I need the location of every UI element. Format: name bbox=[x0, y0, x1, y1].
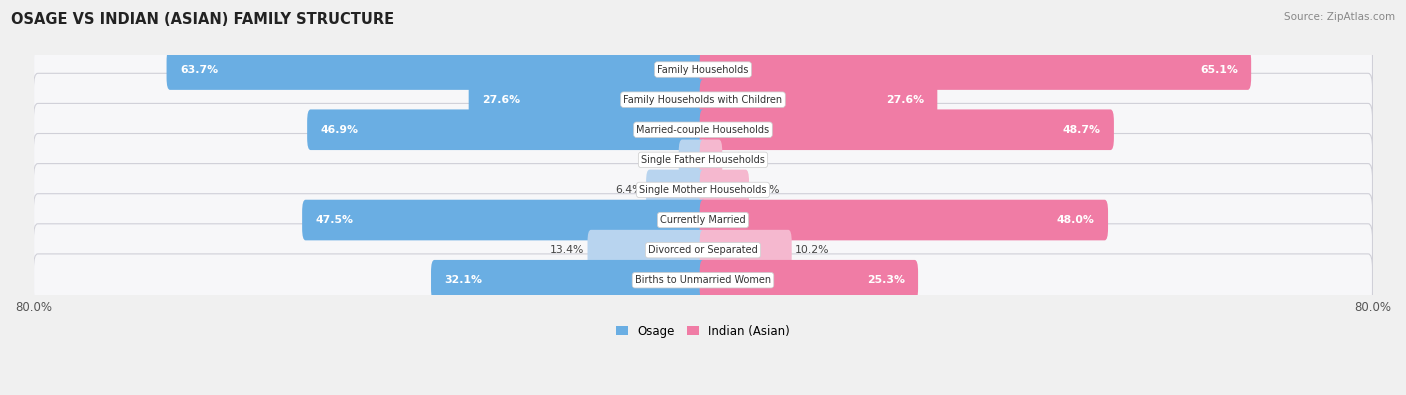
FancyBboxPatch shape bbox=[700, 200, 1108, 241]
Text: Married-couple Households: Married-couple Households bbox=[637, 125, 769, 135]
Text: 63.7%: 63.7% bbox=[180, 64, 218, 75]
Text: 32.1%: 32.1% bbox=[444, 275, 482, 285]
Text: Births to Unmarried Women: Births to Unmarried Women bbox=[636, 275, 770, 285]
Text: 46.9%: 46.9% bbox=[321, 125, 359, 135]
FancyBboxPatch shape bbox=[34, 164, 1372, 216]
FancyBboxPatch shape bbox=[34, 103, 1372, 156]
Text: Single Mother Households: Single Mother Households bbox=[640, 185, 766, 195]
Text: 48.0%: 48.0% bbox=[1057, 215, 1095, 225]
FancyBboxPatch shape bbox=[679, 139, 706, 180]
Text: 5.1%: 5.1% bbox=[752, 185, 780, 195]
FancyBboxPatch shape bbox=[34, 43, 1372, 96]
FancyBboxPatch shape bbox=[700, 49, 1251, 90]
Text: 10.2%: 10.2% bbox=[794, 245, 830, 255]
FancyBboxPatch shape bbox=[700, 109, 1114, 150]
FancyBboxPatch shape bbox=[302, 200, 706, 241]
Text: 13.4%: 13.4% bbox=[550, 245, 583, 255]
Text: Source: ZipAtlas.com: Source: ZipAtlas.com bbox=[1284, 12, 1395, 22]
FancyBboxPatch shape bbox=[34, 134, 1372, 186]
Text: OSAGE VS INDIAN (ASIAN) FAMILY STRUCTURE: OSAGE VS INDIAN (ASIAN) FAMILY STRUCTURE bbox=[11, 12, 394, 27]
Text: Family Households with Children: Family Households with Children bbox=[623, 95, 783, 105]
FancyBboxPatch shape bbox=[700, 79, 938, 120]
Text: Family Households: Family Households bbox=[658, 64, 748, 75]
FancyBboxPatch shape bbox=[34, 254, 1372, 307]
Text: 27.6%: 27.6% bbox=[886, 95, 924, 105]
FancyBboxPatch shape bbox=[700, 169, 749, 210]
Text: 27.6%: 27.6% bbox=[482, 95, 520, 105]
FancyBboxPatch shape bbox=[468, 79, 706, 120]
Text: Currently Married: Currently Married bbox=[661, 215, 745, 225]
Text: Divorced or Separated: Divorced or Separated bbox=[648, 245, 758, 255]
Text: 6.4%: 6.4% bbox=[616, 185, 643, 195]
FancyBboxPatch shape bbox=[34, 194, 1372, 246]
FancyBboxPatch shape bbox=[588, 230, 706, 271]
FancyBboxPatch shape bbox=[647, 169, 706, 210]
FancyBboxPatch shape bbox=[34, 73, 1372, 126]
FancyBboxPatch shape bbox=[34, 224, 1372, 276]
FancyBboxPatch shape bbox=[432, 260, 706, 301]
FancyBboxPatch shape bbox=[307, 109, 706, 150]
Text: 65.1%: 65.1% bbox=[1199, 64, 1237, 75]
Legend: Osage, Indian (Asian): Osage, Indian (Asian) bbox=[612, 320, 794, 342]
Text: 1.9%: 1.9% bbox=[725, 155, 754, 165]
Text: 2.5%: 2.5% bbox=[648, 155, 675, 165]
FancyBboxPatch shape bbox=[700, 139, 723, 180]
Text: 47.5%: 47.5% bbox=[315, 215, 353, 225]
Text: 25.3%: 25.3% bbox=[866, 275, 904, 285]
FancyBboxPatch shape bbox=[166, 49, 706, 90]
Text: 48.7%: 48.7% bbox=[1063, 125, 1101, 135]
Text: Single Father Households: Single Father Households bbox=[641, 155, 765, 165]
FancyBboxPatch shape bbox=[700, 260, 918, 301]
FancyBboxPatch shape bbox=[700, 230, 792, 271]
